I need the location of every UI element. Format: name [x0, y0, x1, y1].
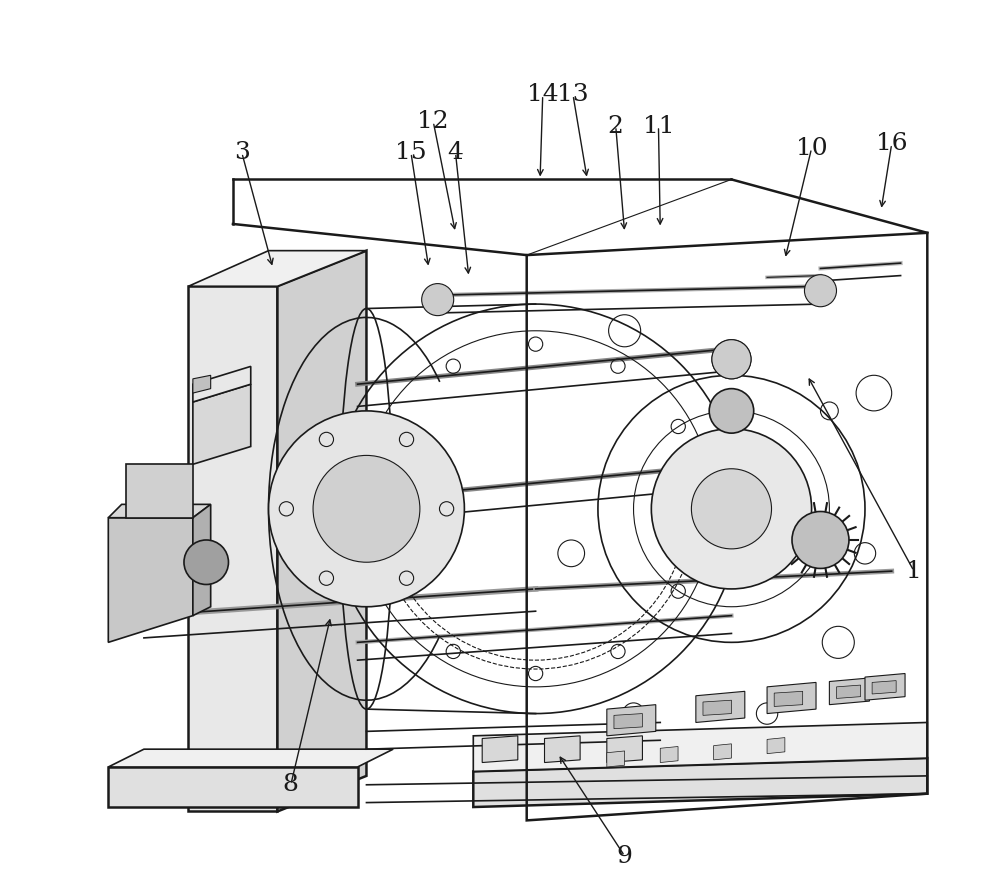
Polygon shape: [607, 736, 642, 763]
Polygon shape: [714, 744, 731, 760]
Text: 3: 3: [234, 141, 250, 164]
Circle shape: [709, 388, 754, 433]
Polygon shape: [193, 505, 211, 615]
Circle shape: [422, 284, 454, 315]
Polygon shape: [188, 287, 277, 812]
Polygon shape: [108, 749, 393, 767]
Polygon shape: [277, 251, 366, 812]
Polygon shape: [829, 678, 869, 705]
Polygon shape: [188, 251, 366, 287]
Polygon shape: [473, 758, 927, 807]
Polygon shape: [865, 673, 905, 700]
Circle shape: [792, 512, 849, 569]
Text: 10: 10: [796, 137, 827, 160]
Text: 15: 15: [395, 141, 427, 164]
Polygon shape: [193, 366, 251, 402]
Polygon shape: [108, 767, 358, 807]
Circle shape: [691, 469, 772, 549]
Polygon shape: [482, 736, 518, 763]
Polygon shape: [703, 700, 731, 715]
Polygon shape: [108, 505, 211, 518]
Polygon shape: [108, 518, 193, 642]
Text: 9: 9: [617, 845, 633, 867]
Circle shape: [712, 339, 751, 379]
Text: 14: 14: [527, 83, 559, 106]
Polygon shape: [872, 680, 896, 694]
Polygon shape: [837, 685, 861, 698]
Polygon shape: [614, 714, 642, 729]
Circle shape: [184, 540, 228, 585]
Text: 2: 2: [608, 114, 624, 138]
Polygon shape: [126, 464, 193, 518]
Polygon shape: [193, 384, 251, 464]
Circle shape: [313, 455, 420, 563]
Text: 12: 12: [417, 110, 449, 133]
Polygon shape: [607, 751, 625, 767]
Polygon shape: [545, 736, 580, 763]
Circle shape: [712, 339, 751, 379]
Text: 13: 13: [557, 83, 589, 106]
Polygon shape: [193, 375, 211, 393]
Polygon shape: [607, 705, 656, 736]
Polygon shape: [774, 691, 803, 706]
Circle shape: [269, 411, 464, 606]
Circle shape: [651, 429, 812, 589]
Polygon shape: [660, 747, 678, 763]
Text: 16: 16: [876, 132, 908, 155]
Circle shape: [804, 275, 837, 306]
Polygon shape: [696, 691, 745, 722]
Polygon shape: [767, 738, 785, 754]
Text: 8: 8: [283, 773, 299, 797]
Polygon shape: [473, 722, 927, 772]
Text: 4: 4: [448, 141, 463, 164]
Polygon shape: [767, 682, 816, 714]
Text: 1: 1: [906, 560, 922, 582]
Text: 11: 11: [643, 114, 674, 138]
